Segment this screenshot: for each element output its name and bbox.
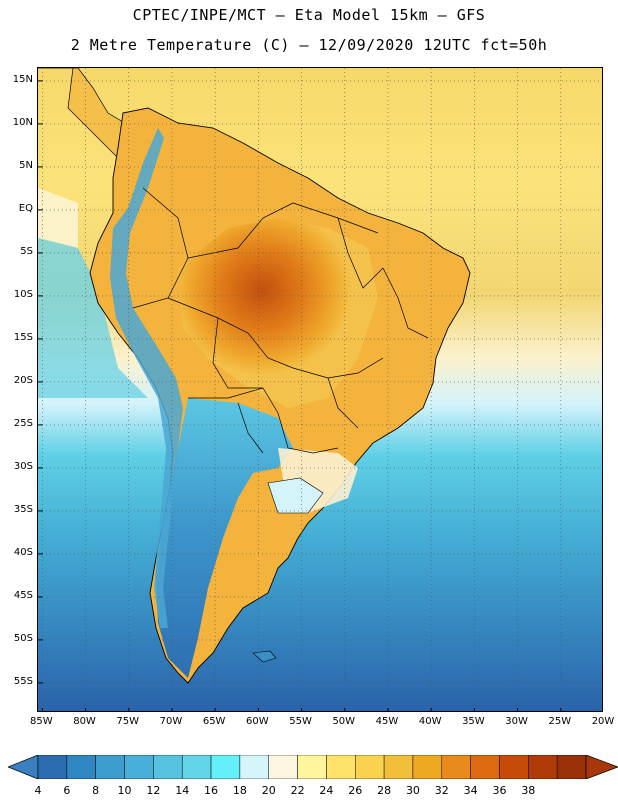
andes-cold-spine (110, 128, 183, 628)
legend-level-label: 30 (405, 784, 420, 797)
map-panel (37, 67, 603, 712)
legend-level-label: 4 (34, 784, 42, 797)
legend-level-label: 8 (92, 784, 100, 797)
lon-label: 30W (505, 716, 528, 727)
uruguay-region (267, 477, 324, 514)
legend-swatch (268, 755, 298, 779)
lon-label: 20W (591, 716, 615, 727)
legend-level-label: 28 (377, 784, 392, 797)
legend-swatch (297, 755, 327, 779)
lat-label: 5S (20, 245, 33, 257)
lon-label: 35W (462, 716, 485, 727)
legend-level-label: 34 (463, 784, 478, 797)
legend-swatch (66, 755, 96, 779)
lon-label: 65W (202, 716, 226, 727)
legend-level-label: 24 (319, 784, 334, 797)
lat-label: 55S (13, 675, 33, 687)
legend-level-label: 22 (290, 784, 305, 797)
lon-label: 50W (332, 716, 356, 727)
legend-level-label: 18 (232, 784, 247, 797)
legend-swatch (412, 755, 443, 779)
lat-label: 15S (13, 331, 33, 343)
lon-label: 40W (418, 716, 442, 727)
legend-swatch (470, 755, 500, 779)
color-legend (8, 755, 618, 779)
lon-label: 80W (73, 716, 96, 727)
legend-level-label: 26 (348, 784, 363, 797)
lat-label: 10N (12, 116, 33, 128)
legend-swatch (181, 755, 212, 779)
lon-label: 85W (30, 716, 53, 727)
legend-swatch (383, 755, 414, 779)
lat-label: 30S (13, 460, 33, 472)
lat-label: 45S (13, 589, 33, 601)
lon-label: 25W (548, 716, 572, 727)
legend-level-label: 32 (434, 784, 449, 797)
lat-label: EQ (18, 202, 33, 214)
legend-level-label: 16 (204, 784, 219, 797)
legend-arrow-right (585, 755, 618, 779)
temperature-map (38, 68, 602, 711)
interior-hot-zone (178, 218, 378, 408)
legend-swatch (239, 755, 269, 779)
legend-level-label: 6 (63, 784, 71, 797)
legend-swatch (326, 755, 356, 779)
legend-swatch (124, 755, 154, 779)
legend-level-label: 14 (175, 784, 190, 797)
legend-level-label: 20 (261, 784, 276, 797)
lon-label: 60W (246, 716, 269, 727)
country-borders (132, 187, 429, 454)
lat-label: 50S (13, 632, 33, 644)
falkland-islands (252, 650, 277, 663)
legend-swatch (355, 755, 385, 779)
lat-label: 15N (12, 73, 33, 85)
lon-label: 55W (289, 716, 312, 727)
legend-swatch (210, 755, 241, 779)
title-line-1: CPTEC/INPE/MCT – Eta Model 15km – GFS (132, 6, 486, 24)
lat-label: 40S (13, 546, 33, 558)
legend-level-label: 36 (492, 784, 507, 797)
legend-level-label: 38 (521, 784, 536, 797)
lat-label: 20S (13, 374, 33, 386)
legend-swatch (441, 755, 471, 779)
legend-level-label: 10 (117, 784, 132, 797)
lon-label: 75W (116, 716, 140, 727)
legend-swatch (153, 755, 183, 779)
lon-label: 45W (375, 716, 399, 727)
legend-swatch (37, 755, 68, 779)
lon-label: 70W (159, 716, 183, 727)
pacific-warm-band (38, 188, 78, 248)
legend-swatch (499, 755, 529, 779)
lat-label: 5N (19, 159, 33, 171)
graticule (38, 68, 602, 711)
legend-level-label: 12 (146, 784, 161, 797)
legend-arrow-left (8, 755, 39, 779)
pacific-cool-band (38, 238, 148, 398)
legend-swatch (95, 755, 125, 779)
legend-swatch (556, 755, 587, 779)
title-line-2: 2 Metre Temperature (C) – 12/09/2020 12U… (70, 36, 548, 54)
lat-label: 35S (13, 503, 33, 515)
legend-swatch (528, 755, 558, 779)
lat-label: 10S (13, 288, 33, 300)
lat-label: 25S (13, 417, 33, 429)
